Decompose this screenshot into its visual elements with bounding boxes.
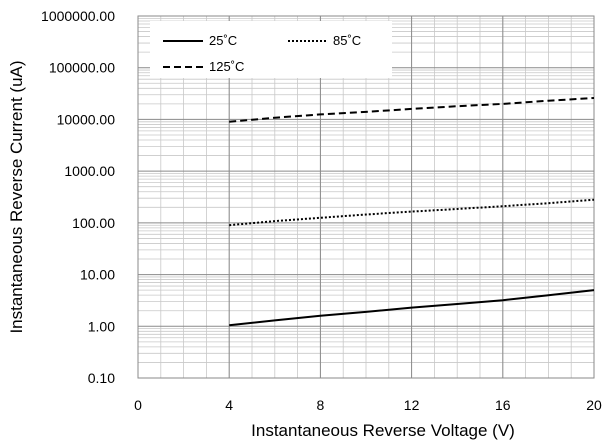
y-tick-label: 0.10 [88,370,115,386]
series-line [229,97,595,123]
legend-box [150,21,392,78]
series-line [229,289,595,327]
legend-label: 85˚C [333,33,361,48]
legend-label: 125˚C [209,59,244,74]
legend-label: 25˚C [209,33,237,48]
x-tick-label: 4 [225,397,233,413]
y-tick-label: 100.00 [72,215,115,231]
y-axis-title: Instantaneous Reverse Current (uA) [7,60,26,333]
plot-border [137,15,595,379]
x-tick-label: 8 [317,397,325,413]
x-tick-label: 12 [404,397,420,413]
x-tick-label: 16 [495,397,511,413]
y-tick-label: 1000000.00 [41,8,115,24]
y-tick-label: 100000.00 [49,60,115,76]
major-gridlines [137,15,595,379]
series-line [229,198,595,227]
legend: 25˚C 85˚C 125˚C [150,21,392,78]
y-tick-label: 1000.00 [64,163,115,179]
series-lines [229,97,595,327]
x-tick-labels: 0 4 8 12 16 20 [134,397,602,413]
x-tick-label: 20 [586,397,602,413]
y-tick-label: 10.00 [80,267,115,283]
x-tick-label: 0 [134,397,142,413]
x-axis-title: Instantaneous Reverse Voltage (V) [251,421,515,440]
y-tick-label: 10000.00 [57,111,116,127]
y-tick-labels: 0.10 1.00 10.00 100.00 1000.00 10000.00 100000… [41,8,115,386]
y-tick-label: 1.00 [88,318,115,334]
